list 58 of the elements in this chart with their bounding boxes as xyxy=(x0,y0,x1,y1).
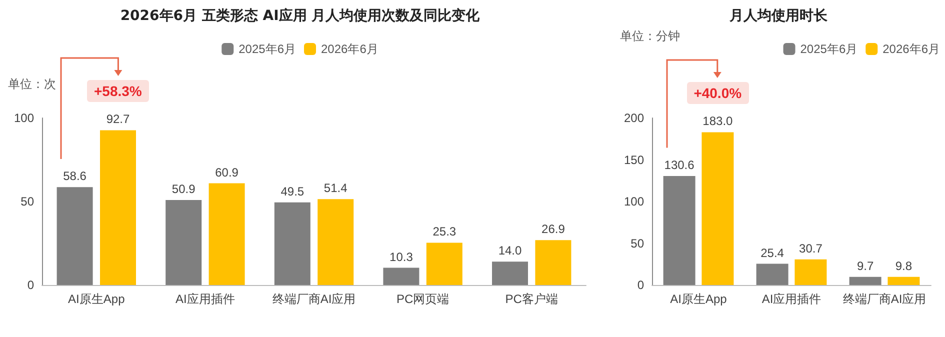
x-tick-label: PC客户端 xyxy=(505,292,558,306)
x-tick-label: 终端厂商AI应用 xyxy=(842,292,926,306)
y-axis-title: 单位：分钟 xyxy=(620,29,680,43)
data-label: 183.0 xyxy=(702,114,734,128)
annotation: +58.3% xyxy=(87,80,149,102)
y-tick-label: 200 xyxy=(624,111,644,125)
y-tick-label: 100 xyxy=(14,111,34,125)
legend-label: 2025年6月 xyxy=(238,42,296,56)
bar xyxy=(702,132,734,285)
y-tick-label: 100 xyxy=(624,194,644,208)
x-tick-label: AI原生App xyxy=(670,292,728,306)
data-label: 49.5 xyxy=(280,184,304,198)
legend-label: 2026年6月 xyxy=(882,42,940,56)
bar xyxy=(274,202,310,285)
annotation: +40.0% xyxy=(686,82,749,104)
data-label: 14.0 xyxy=(498,244,522,258)
bar xyxy=(535,240,572,285)
bar xyxy=(849,276,882,285)
bar xyxy=(492,262,528,285)
data-label: 10.3 xyxy=(390,250,414,264)
data-label: 9.7 xyxy=(856,258,874,273)
data-label: 51.4 xyxy=(324,181,348,196)
y-tick-label: 150 xyxy=(624,152,644,167)
data-label: 50.9 xyxy=(172,182,196,196)
x-tick-label: AI应用插件 xyxy=(762,292,822,306)
bar xyxy=(794,259,827,285)
data-label: 130.6 xyxy=(664,158,695,172)
x-tick-label: 终端厂商AI应用 xyxy=(272,292,356,306)
y-axis-title: 单位：次 xyxy=(8,77,56,91)
data-label: 58.6 xyxy=(63,169,87,184)
y-tick-label: 0 xyxy=(27,278,34,292)
bar xyxy=(663,176,696,285)
x-tick-label: AI原生App xyxy=(68,292,126,306)
bar xyxy=(166,200,202,285)
data-label: 92.7 xyxy=(106,112,130,126)
bar xyxy=(318,199,354,285)
chart-title: 月人均使用时长 xyxy=(728,8,828,24)
chart-title: 2026年6月 五类形态 AI应用 月人均使用次数及同比变化 xyxy=(120,7,481,24)
bar xyxy=(100,130,136,285)
data-label: 9.8 xyxy=(895,258,912,273)
x-tick-label: AI应用插件 xyxy=(176,292,235,306)
bar xyxy=(383,268,420,285)
y-tick-label: 50 xyxy=(20,194,34,208)
y-tick-label: 50 xyxy=(630,236,644,250)
bar xyxy=(208,183,245,285)
bar xyxy=(888,276,920,285)
data-label: 26.9 xyxy=(542,222,566,236)
data-label: 30.7 xyxy=(799,241,823,256)
data-label: 25.3 xyxy=(432,224,456,239)
data-label: 25.4 xyxy=(760,246,784,260)
bar xyxy=(56,187,93,285)
bar xyxy=(756,264,788,285)
legend-label: 2025年6月 xyxy=(800,42,858,56)
bar xyxy=(426,242,462,285)
data-label: 60.9 xyxy=(215,165,239,180)
x-tick-label: PC网页端 xyxy=(396,292,450,306)
y-tick-label: 0 xyxy=(637,278,644,292)
legend-label: 2026年6月 xyxy=(321,42,378,56)
